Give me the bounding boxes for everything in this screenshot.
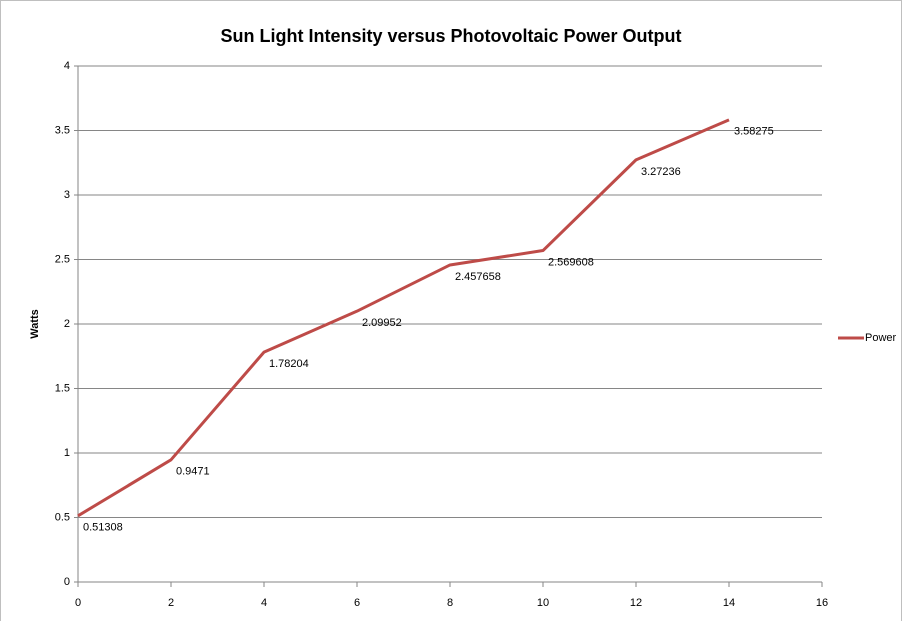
y-tick-label: 4 [64,60,70,72]
data-label: 1.78204 [269,358,309,370]
x-tick-label: 16 [816,597,828,609]
data-label: 2.569608 [548,256,594,268]
chart-title: Sun Light Intensity versus Photovoltaic … [220,26,681,46]
x-tick-label: 10 [537,597,549,609]
data-label: 2.09952 [362,317,402,329]
x-tick-label: 6 [354,597,360,609]
y-axis-title: Watts [29,309,41,339]
x-tick-label: 14 [723,597,735,609]
y-tick-label: 0 [64,576,70,588]
x-tick-label: 12 [630,597,642,609]
x-tick-label: 2 [168,597,174,609]
data-label: 0.51308 [83,522,123,534]
x-tick-label: 8 [447,597,453,609]
x-tick-label: 4 [261,597,267,609]
x-tick-label: 0 [75,597,81,609]
y-tick-label: 1.5 [55,382,70,394]
y-tick-label: 1 [64,447,70,459]
y-tick-label: 2.5 [55,253,70,265]
data-line [77,118,730,518]
y-tick-label: 3.5 [55,124,70,136]
data-label: 3.58275 [734,126,774,138]
data-label: 0.9471 [176,466,210,478]
data-label: 2.457658 [455,271,501,283]
y-tick-label: 3 [64,189,70,201]
y-tick-label: 0.5 [55,511,70,523]
y-tick-label: 2 [64,318,70,330]
legend-label: Power [865,332,897,344]
data-label: 3.27236 [641,166,681,178]
